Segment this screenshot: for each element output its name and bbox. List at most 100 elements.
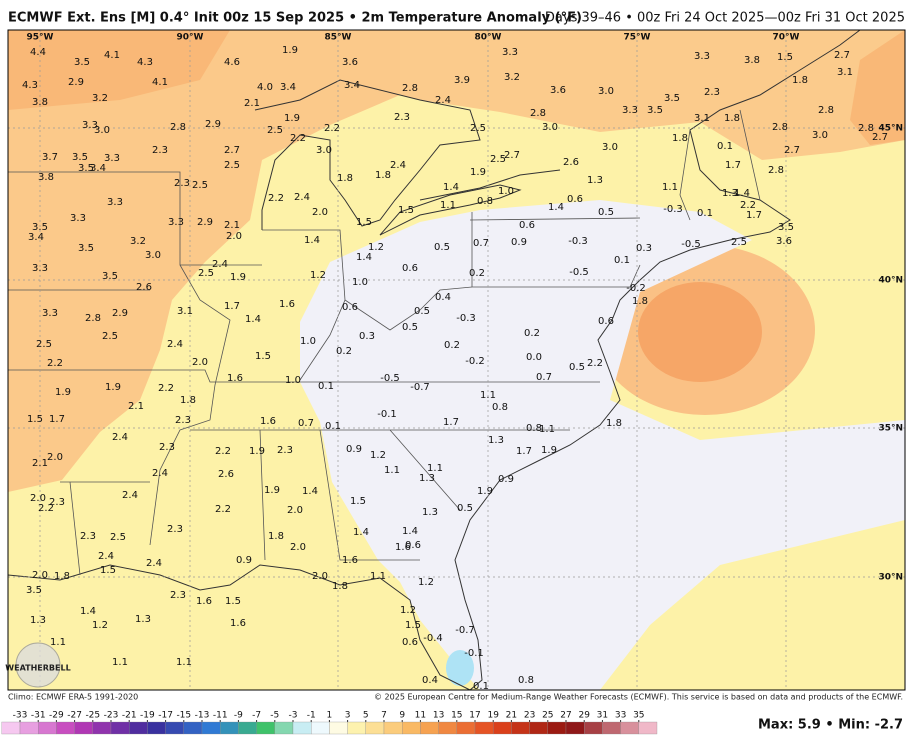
anomaly-value: 0.6	[598, 316, 614, 327]
anomaly-value: 3.9	[454, 75, 470, 86]
anomaly-value: 1.9	[470, 167, 486, 178]
colorbar-label: 1	[327, 711, 333, 721]
anomaly-value: 3.3	[107, 197, 123, 208]
anomaly-value: 0.8	[526, 423, 542, 434]
anomaly-value: 1.3	[722, 188, 738, 199]
anomaly-value: 1.0	[498, 186, 514, 197]
anomaly-value: 2.8	[85, 313, 101, 324]
anomaly-value: 4.4	[30, 47, 46, 58]
anomaly-value: 2.7	[872, 132, 888, 143]
anomaly-value: 1.1	[662, 182, 678, 193]
anomaly-value: 2.5	[110, 532, 126, 543]
anomaly-value: 2.1	[32, 458, 48, 469]
anomaly-value: 0.2	[469, 268, 485, 279]
anomaly-value: 1.3	[488, 435, 504, 446]
anomaly-value: 2.4	[122, 490, 138, 501]
colorbar-label: 13	[433, 711, 444, 721]
anomaly-value: 3.3	[694, 51, 710, 62]
anomaly-value: 2.4	[152, 468, 168, 479]
colorbar-label: -15	[176, 711, 191, 721]
colorbar-swatch	[147, 721, 166, 735]
colorbar-swatch	[165, 721, 184, 735]
anomaly-value: -0.7	[455, 625, 475, 636]
anomaly-value: 2.0	[32, 570, 48, 581]
anomaly-value: 1.2	[310, 270, 326, 281]
colorbar-label: -21	[122, 711, 137, 721]
colorbar-swatch	[19, 721, 39, 735]
colorbar-label: -25	[85, 711, 100, 721]
colorbar-label: 5	[363, 711, 369, 721]
anomaly-value: 2.2	[324, 123, 340, 134]
longitude-label: 85°W	[325, 33, 352, 43]
anomaly-value: 1.7	[49, 414, 65, 425]
colorbar-swatch	[511, 721, 530, 735]
anomaly-value: -0.3	[456, 313, 476, 324]
anomaly-value: 1.4	[245, 314, 261, 325]
anomaly-value: 1.8	[332, 581, 348, 592]
anomaly-value: 0.2	[524, 328, 540, 339]
colorbar-swatch	[56, 721, 75, 735]
anomaly-value: 1.1	[50, 637, 66, 648]
anomaly-value: 1.9	[55, 387, 71, 398]
anomaly-value: 4.1	[104, 50, 120, 61]
anomaly-value: 0.6	[342, 302, 358, 313]
colorbar-label: -9	[234, 711, 243, 721]
anomaly-value: 1.7	[746, 210, 762, 221]
coastlines	[7, 29, 861, 691]
anomaly-value: 2.6	[218, 469, 234, 480]
anomaly-value: 1.3	[587, 175, 603, 186]
anomaly-value: 2.0	[312, 571, 328, 582]
anomaly-value: 2.2	[47, 358, 63, 369]
anomaly-value: 1.6	[196, 596, 212, 607]
colorbar-label: 3	[345, 711, 351, 721]
anomaly-value: 3.3	[70, 213, 86, 224]
anomaly-value: 2.0	[290, 542, 306, 553]
anomaly-value: 3.2	[504, 72, 520, 83]
anomaly-value: 1.4	[443, 182, 459, 193]
anomaly-value: -0.1	[377, 409, 397, 420]
colorbar-label: -7	[252, 711, 261, 721]
colorbar-swatch	[529, 721, 548, 735]
anomaly-value: 0.9	[511, 237, 527, 248]
anomaly-value: 2.4	[98, 551, 114, 562]
anomaly-value: 1.4	[353, 527, 369, 538]
anomaly-value: 0.7	[536, 372, 552, 383]
colorbar-label: -31	[31, 711, 46, 721]
anomaly-value: 1.6	[342, 555, 358, 566]
colorbar-swatch	[201, 721, 221, 735]
colorbar-label: 25	[542, 711, 553, 721]
colorbar-swatch	[292, 721, 312, 735]
colorbar-swatch	[256, 721, 275, 735]
anomaly-value: 1.7	[516, 446, 532, 457]
logo: WEATHERBELL	[5, 664, 70, 673]
state-borders	[8, 109, 761, 576]
anomaly-value: 0.5	[457, 503, 473, 514]
colorbar-swatch	[220, 721, 239, 735]
anomaly-value: 1.1	[112, 657, 128, 668]
anomaly-value: 1.7	[443, 417, 459, 428]
anomaly-value: 0.4	[422, 675, 438, 686]
anomaly-value: 1.0	[352, 277, 368, 288]
anomaly-value: 3.5	[74, 57, 90, 68]
anomaly-value: 1.0	[300, 336, 316, 347]
anomaly-value: 3.0	[602, 142, 618, 153]
anomaly-value: 0.9	[236, 555, 252, 566]
colorbar-swatch	[620, 721, 639, 735]
anomaly-value: 1.5	[777, 52, 793, 63]
colorbar-swatch	[274, 721, 294, 735]
anomaly-value: 2.2	[290, 133, 306, 144]
anomaly-value: 3.0	[145, 250, 161, 261]
anomaly-value: 2.5	[731, 237, 747, 248]
colorbar-swatch	[438, 721, 457, 735]
anomaly-value: 2.9	[197, 217, 213, 228]
anomaly-value: -0.5	[380, 373, 400, 384]
logo-circle	[15, 642, 61, 688]
anomaly-value: 1.5	[398, 205, 414, 216]
anomaly-value: 1.6	[260, 416, 276, 427]
anomaly-value: 3.3	[168, 217, 184, 228]
anomaly-value: 1.8	[54, 571, 70, 582]
anomaly-value: 0.1	[473, 681, 489, 692]
cool-region	[300, 200, 905, 690]
anomaly-value: 1.8	[375, 170, 391, 181]
